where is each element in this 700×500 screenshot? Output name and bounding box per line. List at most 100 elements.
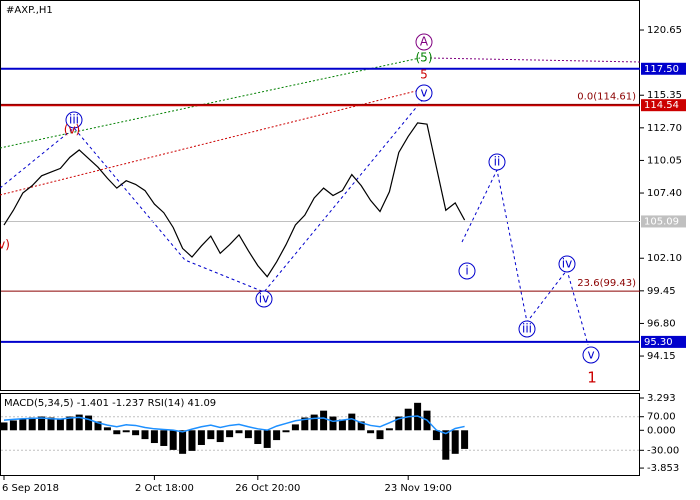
wave-circle (582, 346, 600, 364)
macd-bar (141, 430, 149, 440)
wave-label: iii (69, 113, 79, 127)
macd-bar (310, 414, 318, 431)
wave-label: iii (522, 322, 532, 336)
macd-bar (94, 421, 102, 431)
y-tick-label: 3.293 (647, 393, 676, 404)
trend-line (0, 89, 421, 196)
y-tick-label: 0.000 (647, 425, 676, 436)
y-tick-label: 120.65 (647, 25, 682, 36)
wave-circle (65, 111, 83, 129)
macd-bar (56, 418, 64, 431)
wave-label: 1 (587, 369, 597, 387)
macd-bar (301, 417, 309, 431)
macd-bar (432, 430, 440, 441)
macd-bar (132, 430, 140, 436)
macd-bar (216, 430, 224, 443)
macd-bar (9, 420, 17, 431)
x-tick-label: 6 Sep 2018 (2, 483, 59, 494)
macd-bar (66, 416, 74, 431)
level-label: 114.54 (644, 100, 679, 111)
macd-bar (395, 416, 403, 431)
level-box (641, 99, 686, 112)
indicator-panel (0, 393, 640, 476)
macd-bar (113, 430, 121, 435)
macd-bar (291, 424, 299, 431)
price-line (3, 122, 466, 278)
level-label: 105.09 (644, 216, 679, 227)
indicator-title: MACD(5,34,5) -1.401 -1.237 RSI(14) 41.09 (4, 398, 216, 409)
x-tick-label: 26 Oct 20:00 (235, 483, 300, 494)
macd-bar (254, 430, 262, 445)
wave-label: i (465, 264, 468, 278)
macd-bar (103, 427, 111, 431)
macd-bar (338, 419, 346, 431)
macd-bar (169, 430, 177, 450)
wave-circle (458, 262, 476, 280)
macd-bar (367, 430, 375, 434)
macd-bar (150, 430, 158, 444)
y-tick-label: 96.80 (647, 318, 676, 329)
y-tick-label: 102.10 (647, 253, 682, 264)
wave-circle (488, 153, 506, 171)
macd-bar (179, 430, 187, 454)
macd-bar (385, 428, 393, 431)
macd-bar (47, 417, 55, 431)
macd-bar (404, 408, 412, 431)
macd-bar (207, 430, 215, 440)
wave-circle (415, 84, 433, 102)
wave-circle (255, 290, 273, 308)
level-label: 117.50 (644, 64, 679, 75)
macd-bar (273, 430, 281, 441)
level-label: 95.30 (644, 337, 673, 348)
macd-bar (28, 417, 36, 431)
price-panel (0, 0, 640, 391)
macd-bar (0, 422, 8, 431)
y-tick-label: -3.853 (647, 463, 679, 474)
macd-bar (122, 430, 130, 433)
macd-bar (442, 430, 450, 460)
macd-bar (348, 413, 356, 431)
wave-circle (558, 255, 576, 273)
macd-bar (75, 414, 83, 431)
macd-bar (197, 430, 205, 445)
macd-bar (329, 416, 337, 431)
trend-line (0, 57, 421, 149)
rsi-line (3, 415, 465, 435)
level-box (641, 215, 686, 228)
macd-bar (357, 421, 365, 431)
macd-bar (244, 430, 252, 439)
macd-bar (263, 430, 271, 448)
wave-label: A (420, 35, 429, 49)
macd-bar (320, 410, 328, 431)
y-tick-label: 99.45 (647, 286, 676, 297)
level-box (641, 62, 686, 75)
wave-circle (415, 33, 433, 51)
y-tick-label: 107.40 (647, 188, 682, 199)
wave-label: iv (259, 292, 269, 306)
macd-bar (461, 430, 469, 449)
level-box (641, 335, 686, 348)
y-tick-label: 94.15 (647, 351, 676, 362)
wave-label: (5) (416, 51, 433, 65)
chart-title: #AXP.,H1 (6, 5, 53, 16)
wave-circle (518, 320, 536, 338)
wave-label: 5 (420, 68, 428, 82)
level-label: 23.6(99.43) (577, 278, 636, 289)
macd-bar (160, 430, 168, 446)
x-tick-label: 2 Oct 18:00 (135, 483, 194, 494)
macd-bar (282, 430, 290, 433)
macd-bar (235, 430, 243, 434)
macd-bar (38, 416, 46, 431)
trend-line (429, 57, 641, 63)
level-label: 0.0(114.61) (577, 91, 636, 102)
wave-label: (v) (64, 123, 80, 137)
macd-bar (226, 430, 234, 438)
y-tick-label: 110.05 (647, 155, 682, 166)
y-tick-label: -30.00 (647, 445, 679, 456)
macd-bar (188, 430, 196, 451)
macd-bar (85, 415, 93, 431)
wave-label: v (587, 348, 594, 362)
macd-bar (451, 430, 459, 454)
wave-label: v (420, 86, 427, 100)
